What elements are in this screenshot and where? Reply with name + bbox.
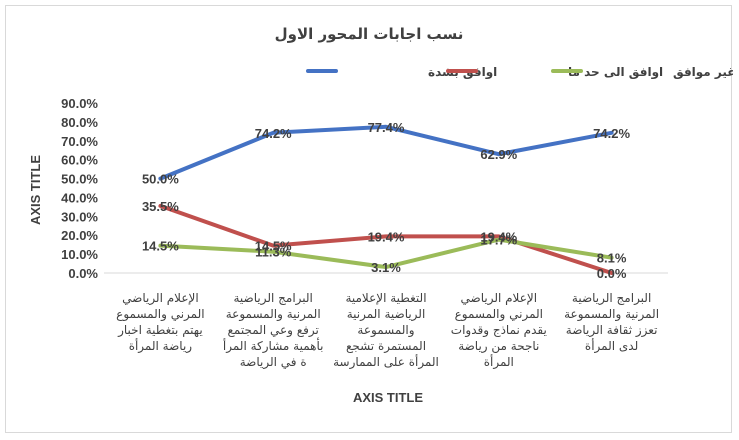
data-label: 74.2% bbox=[255, 126, 292, 141]
series-line bbox=[158, 124, 614, 181]
data-label: 17.7% bbox=[480, 233, 517, 248]
legend: اوافق بشدة اوافق الى حد ما غير موافق bbox=[306, 65, 733, 80]
data-label: 74.2% bbox=[593, 126, 630, 141]
data-label: 14.5% bbox=[142, 239, 179, 254]
y-tick-label: 70.0% bbox=[61, 134, 98, 149]
x-axis-title: AXIS TITLE bbox=[353, 390, 423, 405]
x-axis-categories: الإعلام الرياضي المرني والمسموع يهتم بتغطي… bbox=[116, 291, 659, 370]
chart-area: نسب اجابات المحور الاول اوافق بشدة اوافق … bbox=[5, 5, 733, 433]
x-category-label: الإعلام الرياضي المرني والمسموع يقدم نماذج… bbox=[451, 291, 547, 370]
data-label: 0.0% bbox=[597, 266, 627, 281]
x-category-label: الإعلام الرياضي المرني والمسموع يهتم بتغطي… bbox=[116, 291, 204, 354]
y-tick-label: 60.0% bbox=[61, 153, 98, 168]
data-label: 62.9% bbox=[480, 147, 517, 162]
data-label: 77.4% bbox=[368, 120, 405, 135]
y-tick-label: 20.0% bbox=[61, 228, 98, 243]
x-category-label: التغطية الإعلامية الرياضية المرنية والمسمو… bbox=[333, 291, 439, 370]
legend-entry: اوافق الى حد ما bbox=[568, 65, 663, 80]
chart-title: نسب اجابات المحور الاول bbox=[275, 25, 464, 43]
series-line bbox=[158, 203, 614, 275]
data-label: 8.1% bbox=[597, 251, 627, 266]
series-lines bbox=[158, 124, 614, 275]
y-tick-label: 0.0% bbox=[68, 266, 98, 281]
data-label: 50.0% bbox=[142, 172, 179, 187]
y-axis-ticks: 0.0% 10.0% 20.0% 30.0% 40.0% 50.0% 60.0% 70.0% 8… bbox=[61, 96, 98, 281]
y-tick-label: 40.0% bbox=[61, 190, 98, 205]
x-category-label: البرامج الرياضية المرنية والمسموعة ترفع وع… bbox=[223, 291, 324, 370]
data-label: 19.4% bbox=[368, 229, 405, 244]
legend-entry: غير موافق bbox=[673, 65, 733, 80]
y-tick-label: 30.0% bbox=[61, 209, 98, 224]
data-label: 3.1% bbox=[371, 260, 401, 275]
data-label: 14.5% bbox=[255, 239, 292, 254]
x-category-label: البرامج الرياضية المرنية والمسموعة تعزز ثق… bbox=[564, 291, 659, 354]
y-tick-label: 80.0% bbox=[61, 115, 98, 130]
data-labels: 50.0% 74.2% 77.4% 62.9% 74.2% 35.5% 14.5% 19.4%… bbox=[142, 120, 631, 281]
y-tick-label: 10.0% bbox=[61, 247, 98, 262]
y-tick-label: 50.0% bbox=[61, 172, 98, 187]
y-axis-title: AXIS TITLE bbox=[28, 155, 43, 225]
data-label: 11.3% bbox=[255, 245, 292, 260]
line-chart: نسب اجابات المحور الاول اوافق بشدة اوافق … bbox=[28, 25, 733, 405]
series-line bbox=[158, 237, 614, 270]
data-label: 19.4% bbox=[480, 229, 517, 244]
data-label: 35.5% bbox=[142, 199, 179, 214]
y-tick-label: 90.0% bbox=[61, 96, 98, 111]
